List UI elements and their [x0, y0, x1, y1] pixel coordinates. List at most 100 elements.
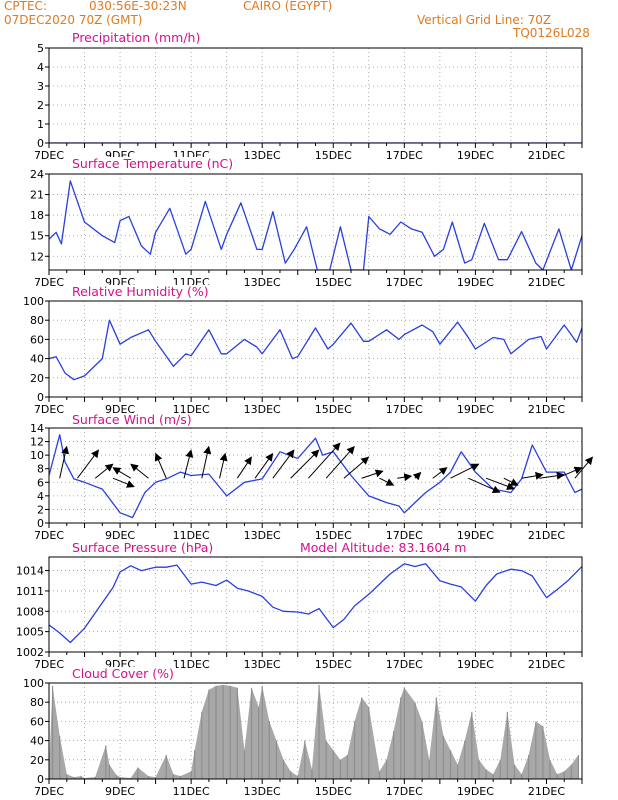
x-tick-label: 17DEC [386, 149, 423, 162]
wind-arrow [379, 477, 395, 486]
wind-arrow [503, 477, 519, 486]
y-tick-label: 40 [30, 735, 44, 748]
x-tick-label: 17DEC [386, 276, 423, 289]
x-tick-label: 7DEC [34, 403, 64, 416]
header-coords: 030:56E-30:23N [89, 0, 187, 13]
wind-arrow [539, 471, 565, 480]
x-tick-label: 11DEC [173, 403, 210, 416]
x-tick-label: 13DEC [244, 529, 281, 542]
x-tick-label: 13DEC [244, 276, 281, 289]
y-tick-label: 2 [37, 99, 44, 112]
wind-arrow [219, 452, 228, 479]
x-tick-label: 15DEC [315, 529, 352, 542]
x-tick-label: 19DEC [457, 658, 494, 671]
y-tick-label: 80 [30, 314, 44, 327]
temp-title: Surface Temperature (nC) [70, 156, 236, 171]
precip-title: Precipitation (mm/h) [70, 30, 203, 45]
x-tick-label: 11DEC [173, 529, 210, 542]
y-tick-label: 4 [37, 490, 44, 503]
rh-panel: 0 20 40 60 80 100 7DEC 9DEC 11DEC 13DEC 15DEC 17DEC… [23, 295, 583, 416]
x-tick-label: 7DEC [34, 785, 64, 798]
wind-arrow [94, 463, 114, 479]
y-tick-label: 8 [37, 463, 44, 476]
pres-series-line [49, 563, 582, 644]
cloud-panel: 0 20 40 60 80 100 7DEC 9DEC 11DEC 13DEC 15DEC 17DEC… [23, 677, 583, 798]
x-tick-label: 15DEC [315, 403, 352, 416]
wind-arrow [201, 445, 212, 479]
y-tick-label: 60 [30, 333, 44, 346]
x-tick-label: 19DEC [457, 785, 494, 798]
y-tick-label: 21 [30, 189, 44, 202]
y-tick-label: 100 [23, 295, 44, 308]
header-station: CAIRO (EGYPT) [243, 0, 333, 13]
header-grid-note: Vertical Grid Line: 70Z [417, 13, 552, 27]
x-tick-label: 15DEC [315, 785, 352, 798]
y-tick-label: 1005 [16, 626, 44, 639]
y-tick-label: 5 [37, 42, 44, 55]
wind-arrow [254, 452, 274, 479]
wind-arrow [361, 469, 384, 479]
x-tick-label: 13DEC [244, 403, 281, 416]
wind-arrow [343, 456, 370, 479]
wind-arrow [485, 477, 515, 491]
x-tick-label: 21DEC [528, 785, 565, 798]
y-tick-label: 0 [37, 773, 44, 786]
rh-title: Relative Humidity (%) [70, 284, 211, 299]
x-tick-label: 17DEC [386, 785, 423, 798]
wind-arrow [130, 463, 149, 479]
x-tick-label: 9DEC [105, 403, 135, 416]
pres-title: Surface Pressure (hPa) [70, 540, 216, 555]
x-tick-label: 15DEC [315, 658, 352, 671]
x-tick-label: 15DEC [315, 149, 352, 162]
y-tick-label: 1011 [16, 585, 44, 598]
wind-arrow [397, 473, 413, 482]
x-tick-label: 17DEC [386, 658, 423, 671]
y-tick-label: 3 [37, 80, 44, 93]
wind-arrow [574, 456, 594, 479]
y-tick-label: 0 [37, 137, 44, 150]
x-tick-label: 13DEC [244, 149, 281, 162]
wind-arrow [154, 452, 167, 479]
y-tick-label: 40 [30, 353, 44, 366]
wind-arrow [521, 471, 544, 480]
wind-arrow [432, 467, 448, 479]
wind-arrow [325, 445, 355, 479]
wind-arrow [450, 463, 480, 479]
y-tick-label: 1008 [16, 605, 44, 618]
x-tick-label: 17DEC [386, 403, 423, 416]
rh-series-line [49, 319, 582, 381]
wind-arrow [183, 449, 194, 479]
wind-arrows [59, 442, 594, 494]
header-code: TQ0126L028 [513, 26, 590, 40]
x-tick-label: 21DEC [528, 149, 565, 162]
y-tick-label: 2 [37, 503, 44, 516]
y-tick-label: 15 [30, 230, 44, 243]
wind-arrow [112, 477, 135, 488]
x-tick-label: 19DEC [457, 276, 494, 289]
x-tick-label: 17DEC [386, 529, 423, 542]
x-tick-label: 19DEC [457, 529, 494, 542]
y-tick-label: 0 [37, 391, 44, 404]
wind-arrow [468, 477, 501, 494]
temp-series-line [49, 180, 582, 270]
x-tick-label: 13DEC [244, 658, 281, 671]
y-tick-label: 0 [37, 517, 44, 530]
x-tick-label: 21DEC [528, 403, 565, 416]
y-tick-label: 20 [30, 372, 44, 385]
wind-arrow [59, 445, 70, 479]
cloud-area [49, 684, 579, 779]
y-tick-label: 10 [30, 449, 44, 462]
y-tick-label: 12 [30, 250, 44, 263]
wind-arrow [236, 456, 252, 479]
wind-arrow [77, 449, 100, 479]
x-tick-label: 11DEC [173, 785, 210, 798]
x-tick-label: 7DEC [34, 658, 64, 671]
wind-title: Surface Wind (m/s) [70, 412, 194, 427]
y-tick-label: 6 [37, 476, 44, 489]
wind-arrow [556, 466, 583, 479]
x-tick-label: 9DEC [105, 785, 135, 798]
x-tick-label: 21DEC [528, 658, 565, 671]
